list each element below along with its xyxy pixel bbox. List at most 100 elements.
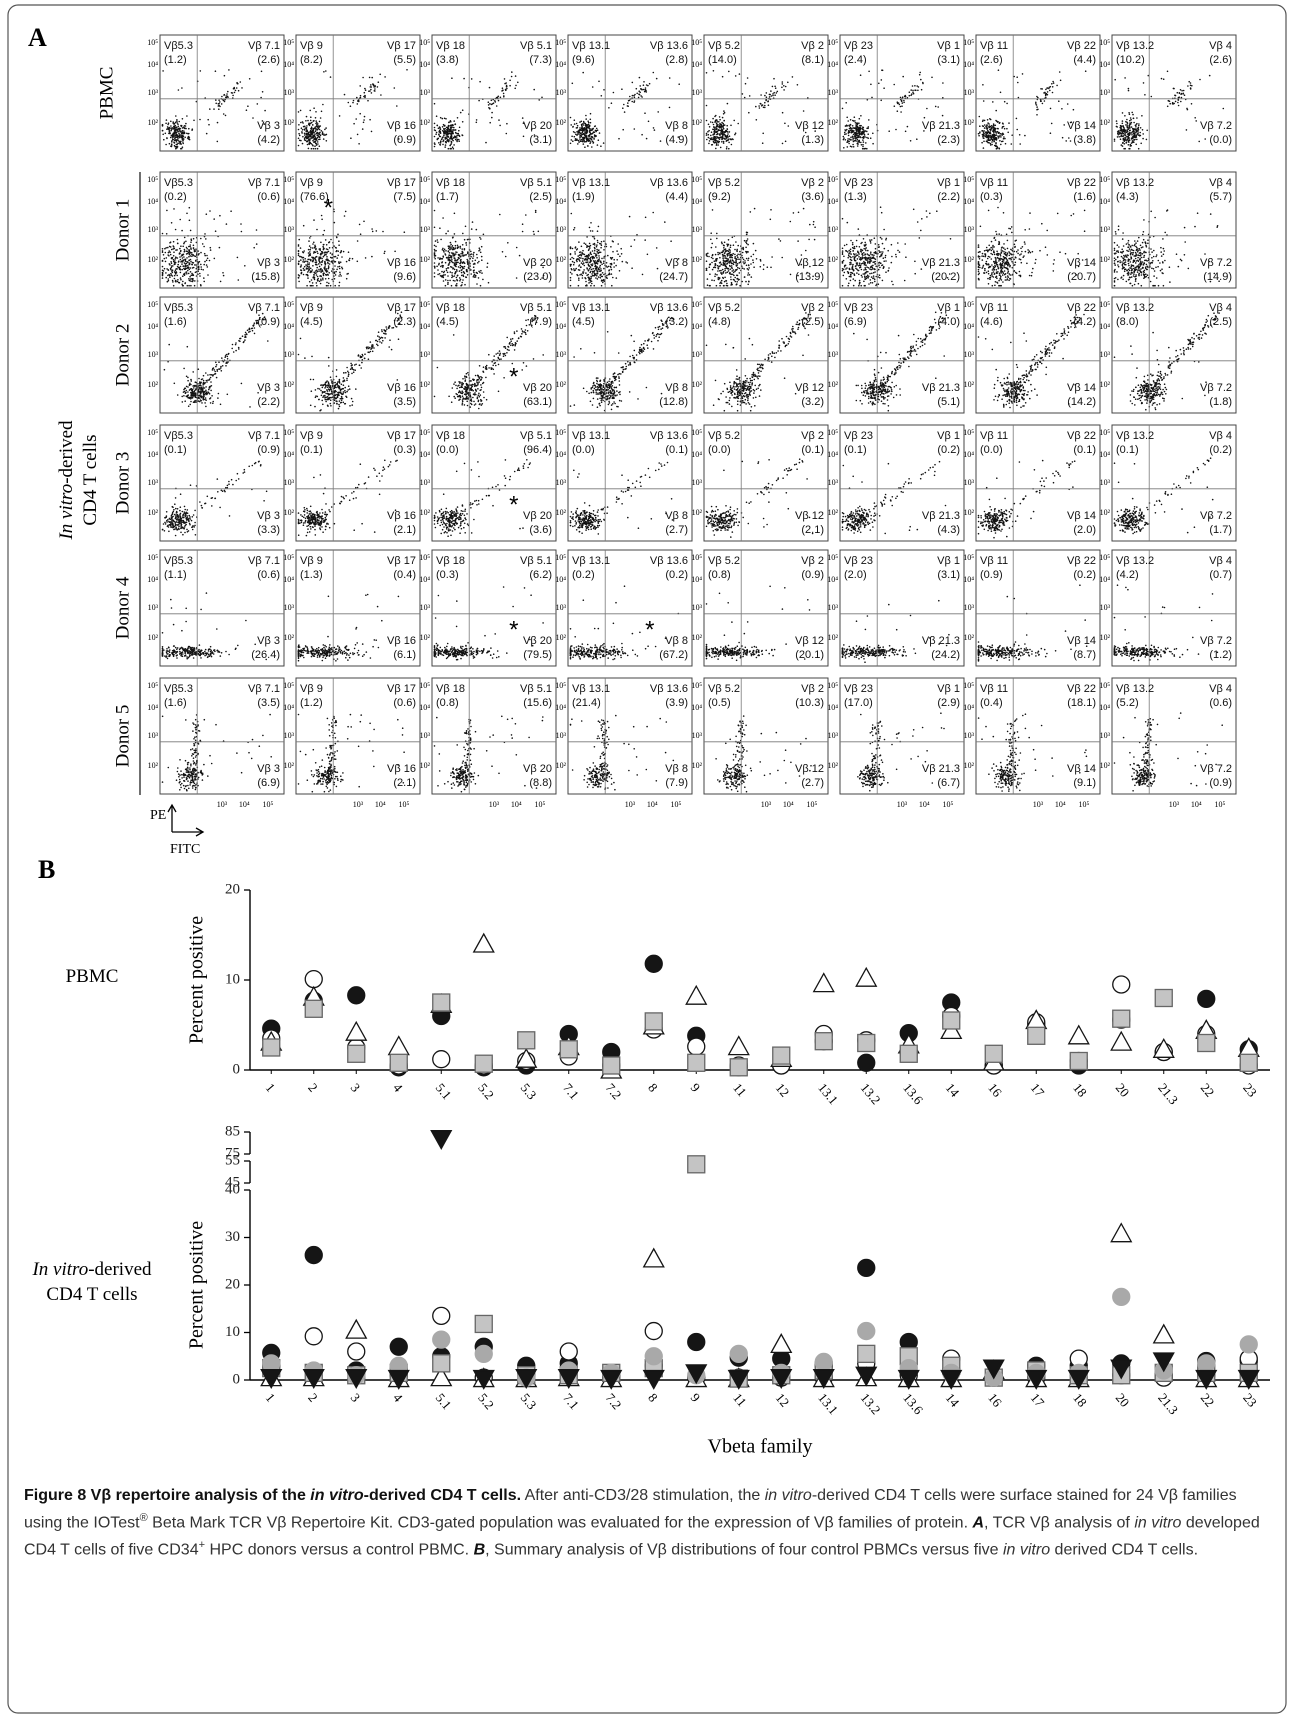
event-dot bbox=[178, 121, 180, 123]
event-dot bbox=[448, 245, 450, 247]
event-dot bbox=[983, 135, 985, 137]
event-dot bbox=[609, 269, 611, 271]
event-dot bbox=[714, 276, 716, 278]
event-dot bbox=[597, 263, 599, 265]
event-dot bbox=[471, 78, 473, 80]
event-dot bbox=[731, 274, 733, 276]
event-dot bbox=[1177, 92, 1179, 94]
event-dot bbox=[190, 285, 192, 287]
event-dot bbox=[475, 260, 477, 262]
event-dot bbox=[597, 230, 599, 232]
flow-plot: Vβ 9(76.6)Vβ 17(7.5)Vβ 16(9.6)*10⁵10⁴10³… bbox=[283, 172, 420, 288]
event-dot bbox=[669, 107, 671, 109]
event-dot bbox=[720, 126, 722, 128]
event-dot bbox=[222, 272, 224, 274]
event-dot bbox=[509, 80, 511, 82]
event-dot bbox=[323, 138, 325, 140]
event-dot bbox=[593, 138, 595, 140]
event-dot bbox=[603, 249, 605, 251]
event-dot bbox=[311, 279, 313, 281]
event-dot bbox=[642, 274, 644, 276]
event-dot bbox=[206, 260, 208, 262]
event-dot bbox=[706, 120, 708, 122]
event-dot bbox=[615, 265, 617, 267]
event-dot bbox=[864, 267, 866, 269]
event-dot bbox=[581, 139, 583, 141]
event-dot bbox=[591, 269, 593, 271]
event-dot bbox=[310, 131, 312, 133]
event-dot bbox=[1137, 128, 1139, 130]
event-dot bbox=[186, 263, 188, 265]
quadrant-label: (3.6) bbox=[801, 191, 824, 203]
event-dot bbox=[497, 97, 499, 99]
event-dot bbox=[481, 246, 483, 248]
event-dot bbox=[863, 141, 865, 143]
event-dot bbox=[1024, 243, 1026, 245]
event-dot bbox=[866, 259, 868, 261]
event-dot bbox=[592, 133, 594, 135]
event-dot bbox=[772, 93, 774, 95]
event-dot bbox=[865, 268, 867, 270]
event-dot bbox=[190, 241, 192, 243]
event-dot bbox=[863, 136, 865, 138]
event-dot bbox=[603, 274, 605, 276]
event-dot bbox=[983, 147, 985, 149]
event-dot bbox=[990, 143, 992, 145]
event-dot bbox=[317, 132, 319, 134]
event-dot bbox=[875, 258, 877, 260]
event-dot bbox=[201, 269, 203, 271]
event-dot bbox=[187, 137, 189, 139]
event-dot bbox=[622, 261, 624, 263]
event-dot bbox=[577, 125, 579, 127]
event-dot bbox=[868, 283, 870, 285]
event-dot bbox=[224, 101, 226, 103]
event-dot bbox=[1114, 79, 1116, 81]
event-dot bbox=[768, 104, 770, 106]
event-dot bbox=[864, 262, 866, 264]
event-dot bbox=[180, 136, 182, 138]
event-dot bbox=[591, 283, 593, 285]
event-dot bbox=[469, 258, 471, 260]
event-dot bbox=[803, 208, 805, 210]
event-dot bbox=[203, 264, 205, 266]
event-dot bbox=[774, 86, 776, 88]
event-dot bbox=[453, 247, 455, 249]
event-dot bbox=[443, 280, 445, 282]
event-dot bbox=[747, 244, 749, 246]
event-dot bbox=[984, 127, 986, 129]
event-dot bbox=[448, 251, 450, 253]
event-dot bbox=[324, 264, 326, 266]
event-dot bbox=[1004, 128, 1006, 130]
event-dot bbox=[997, 121, 999, 123]
event-dot bbox=[734, 277, 736, 279]
event-dot bbox=[261, 71, 263, 73]
event-dot bbox=[629, 216, 631, 218]
event-dot bbox=[1127, 131, 1129, 133]
event-dot bbox=[578, 130, 580, 132]
event-dot bbox=[177, 140, 179, 142]
event-dot bbox=[1123, 129, 1125, 131]
event-dot bbox=[850, 240, 852, 242]
event-dot bbox=[603, 240, 605, 242]
y-tick-label: 10³ bbox=[1100, 88, 1111, 97]
event-dot bbox=[645, 217, 647, 219]
event-dot bbox=[434, 227, 436, 229]
event-dot bbox=[463, 255, 465, 257]
event-dot bbox=[199, 275, 201, 277]
event-dot bbox=[725, 138, 727, 140]
quadrant-label: (2.2) bbox=[937, 191, 960, 203]
event-dot bbox=[515, 85, 517, 87]
event-dot bbox=[852, 268, 854, 270]
event-dot bbox=[179, 282, 181, 284]
event-dot bbox=[1017, 82, 1019, 84]
event-dot bbox=[434, 262, 436, 264]
y-tick-label: 10² bbox=[556, 255, 567, 264]
event-dot bbox=[188, 278, 190, 280]
axis-label: FITC bbox=[170, 842, 200, 857]
event-dot bbox=[460, 256, 462, 258]
event-dot bbox=[717, 267, 719, 269]
event-dot bbox=[450, 148, 452, 150]
event-dot bbox=[496, 105, 498, 107]
event-dot bbox=[206, 133, 208, 135]
event-dot bbox=[729, 254, 731, 256]
